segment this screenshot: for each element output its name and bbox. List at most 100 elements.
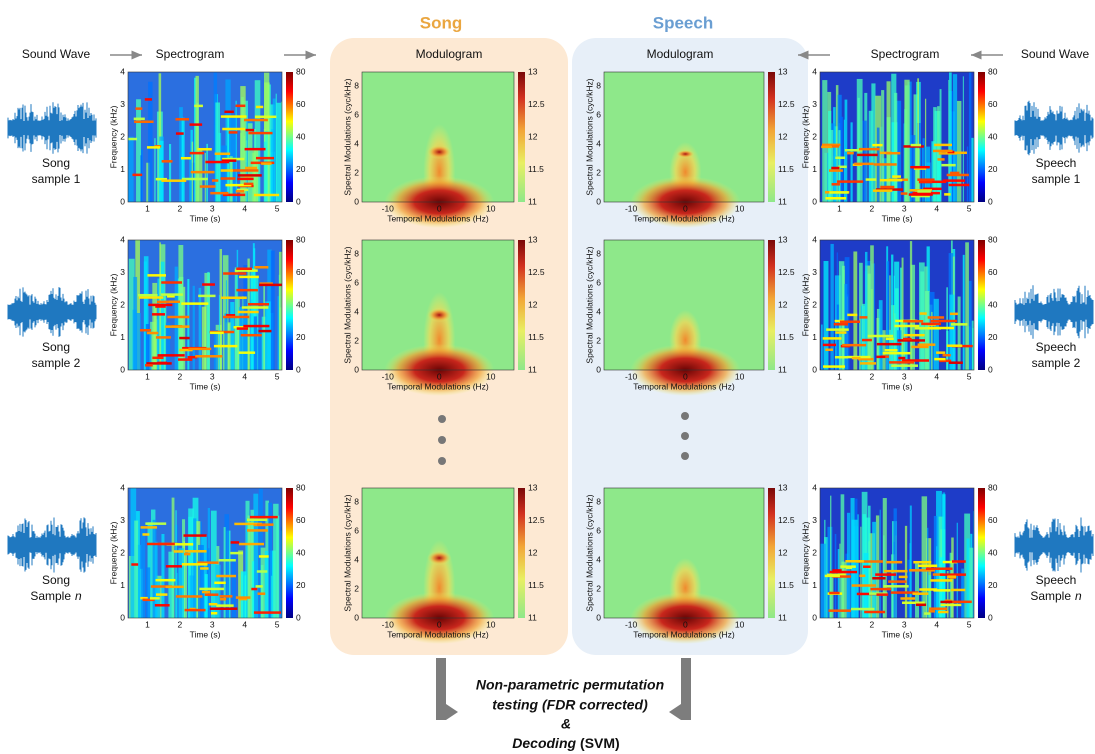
spectrogram-texture <box>215 564 221 618</box>
spectrogram-texture <box>280 530 282 618</box>
spectrogram-texture <box>872 521 877 618</box>
spectrogram-texture <box>197 544 204 618</box>
spectrogram-texture <box>968 72 972 202</box>
spectrogram-harmonic <box>178 358 193 361</box>
spectrogram-texture <box>201 306 207 370</box>
colorbar-tick-label: 0 <box>988 612 993 622</box>
spectrogram-harmonic <box>857 153 878 157</box>
spectrogram-harmonic <box>150 585 173 588</box>
spectrogram-harmonic <box>946 344 963 347</box>
spectrogram-texture <box>281 101 282 202</box>
spectrogram-harmonic <box>834 319 845 323</box>
colorbar-tick-label: 40 <box>296 547 306 557</box>
spectrogram-harmonic <box>181 302 209 305</box>
spectrogram-texture <box>936 546 938 618</box>
y-tick-label: 3 <box>812 515 817 525</box>
colorbar <box>768 488 775 618</box>
spectrogram-harmonic <box>851 607 875 611</box>
spectrogram-texture <box>165 322 171 370</box>
y-tick-label: 0 <box>354 196 359 206</box>
spectrogram-texture <box>260 547 266 618</box>
spectrogram-texture <box>193 77 197 202</box>
spectrogram-texture <box>240 571 247 618</box>
sample-word: sample 2 <box>32 356 81 370</box>
spectrogram-harmonic <box>199 185 216 188</box>
spectrogram-harmonic <box>220 169 233 172</box>
song-title: Song <box>420 13 463 32</box>
x-tick-label: 2 <box>178 203 183 213</box>
spectrogram-harmonic <box>898 356 906 360</box>
colorbar-tick-label: 20 <box>296 580 306 590</box>
spectrogram-harmonic <box>201 590 211 594</box>
colorbar-tick-label: 80 <box>296 234 306 244</box>
spectrogram-harmonic <box>845 560 864 563</box>
colorbar <box>768 240 775 370</box>
colorbar-tick-label: 60 <box>988 99 998 109</box>
spectrogram-harmonic <box>236 267 252 271</box>
spectrogram-harmonic <box>828 609 851 612</box>
colorbar-tick-label: 11 <box>778 196 787 206</box>
spectrogram-harmonic <box>932 573 944 576</box>
spectrogram-harmonic <box>235 190 245 193</box>
spectrogram-texture <box>247 258 250 370</box>
spectrogram-harmonic <box>255 585 263 588</box>
spectrogram-harmonic <box>912 592 929 595</box>
spectrogram-harmonic <box>248 303 270 306</box>
x-tick-label: 3 <box>902 203 907 213</box>
sound-wave <box>1014 285 1094 339</box>
spectrogram-texture <box>937 106 940 202</box>
spectrogram-texture <box>247 521 254 618</box>
spectrogram-harmonic <box>236 288 258 292</box>
spectrogram-texture <box>860 526 862 618</box>
spectrogram-harmonic <box>161 281 182 284</box>
spectrogram-harmonic <box>903 337 912 341</box>
spectrogram-harmonic <box>927 316 945 319</box>
spectrogram-texture <box>864 251 868 370</box>
y-tick-label: 2 <box>596 335 601 345</box>
spectrogram-texture <box>850 497 855 618</box>
spectrogram-texture <box>822 80 828 202</box>
spectrogram-harmonic <box>946 600 972 604</box>
spectrogram-texture <box>823 260 829 370</box>
spectrogram-texture <box>128 258 135 370</box>
spectrogram-harmonic <box>859 316 868 319</box>
x-axis-label: Temporal Modulations (Hz) <box>633 381 735 391</box>
colorbar-tick-label: 12 <box>528 131 538 141</box>
spectrogram-harmonic <box>236 327 248 330</box>
colorbar-tick-label: 12 <box>778 547 788 557</box>
spectrogram-harmonic <box>241 306 269 309</box>
y-tick-label: 8 <box>354 249 359 259</box>
spectrogram-image <box>128 240 282 370</box>
spectrogram-harmonic <box>942 179 966 182</box>
spectrogram-harmonic <box>933 589 951 592</box>
spectrogram-texture <box>910 264 916 370</box>
spectrogram-harmonic <box>140 526 158 529</box>
spectrogram-texture <box>204 574 208 618</box>
spectrogram-harmonic <box>254 266 269 269</box>
spectrogram-texture <box>235 100 237 202</box>
spectrogram-harmonic <box>138 296 164 299</box>
colorbar-tick-label: 11 <box>528 196 537 206</box>
spectrogram-texture <box>845 553 849 618</box>
spectrogram-harmonic <box>209 607 238 610</box>
spectrogram-harmonic <box>837 180 864 183</box>
x-tick-label: 1 <box>837 203 842 213</box>
spectrogram-texture <box>250 509 254 618</box>
x-tick-label: 10 <box>486 371 496 381</box>
sample-label: Sample n <box>1030 589 1082 603</box>
spectrogram-texture <box>133 276 138 370</box>
spectrogram-texture <box>837 549 840 618</box>
spectrogram-texture <box>148 329 152 370</box>
spectrogram-texture <box>870 245 874 370</box>
y-tick-label: 0 <box>812 612 817 622</box>
y-tick-label: 2 <box>596 583 601 593</box>
spectrogram-harmonic <box>851 356 861 360</box>
y-tick-label: 4 <box>596 306 601 316</box>
spectrogram-harmonic <box>216 574 236 578</box>
spectrogram-texture <box>841 561 847 618</box>
y-tick-label: 2 <box>812 547 817 557</box>
spectrogram-harmonic <box>908 193 933 196</box>
spectrogram-harmonic <box>148 303 173 307</box>
spectrogram-texture <box>971 137 974 202</box>
spectrogram-texture <box>159 140 164 202</box>
